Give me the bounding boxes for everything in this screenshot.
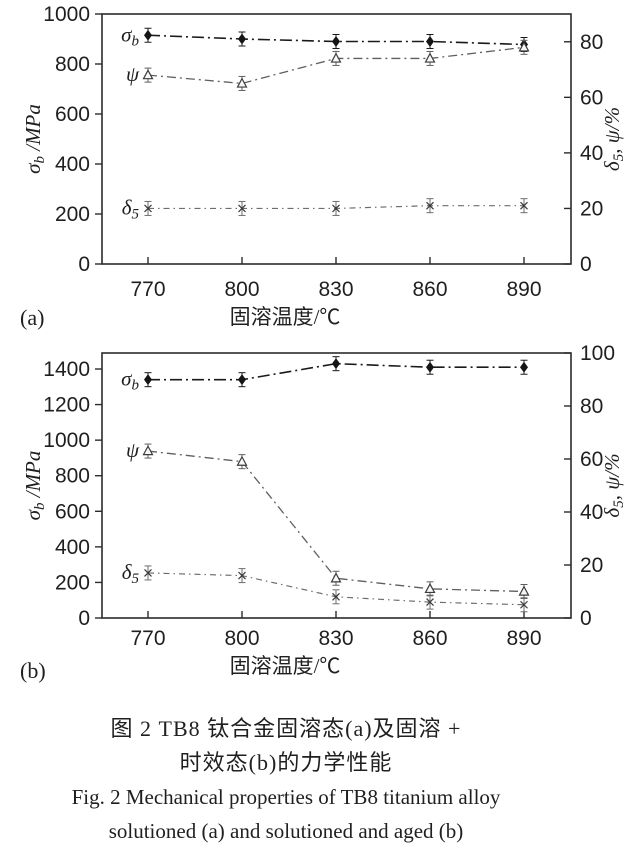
data-point (144, 29, 152, 41)
left-tick-label: 1200 (43, 394, 90, 417)
right-tick-label: 20 (580, 197, 603, 220)
data-point (426, 201, 434, 210)
right-tick-label: 40 (580, 501, 603, 524)
caption-english-line2: solutioned (a) and solutioned and aged (… (108, 819, 464, 843)
left-axis-title: σb /MPa (21, 451, 48, 521)
data-point (144, 204, 152, 213)
series-label-psi: ψ (126, 438, 140, 462)
right-tick-label: 80 (580, 395, 603, 418)
data-point (332, 36, 340, 47)
right-axis-title: δ5, ψ/% (600, 453, 627, 517)
series-sigma-b: σb (121, 22, 528, 52)
data-point (144, 374, 152, 386)
data-point (332, 204, 340, 213)
x-axis-title: 固溶温度/℃ (230, 305, 341, 329)
right-tick-label: 100 (580, 342, 615, 365)
data-point (332, 592, 340, 601)
data-point (238, 204, 246, 213)
x-tick-label: 830 (318, 278, 353, 301)
series-line (147, 34, 525, 46)
right-tick-label: 60 (580, 448, 603, 471)
left-tick-label: 600 (55, 103, 90, 126)
data-point (424, 582, 436, 594)
series-label-delta-5: δ5 (122, 195, 140, 222)
x-tick-label: 770 (130, 627, 165, 650)
series-line (147, 450, 525, 593)
series-delta-5: δ5 (122, 195, 528, 222)
left-axis-title: σb /MPa (21, 104, 48, 174)
left-tick-label: 1000 (43, 429, 90, 452)
series-label-sigma-b: σb (121, 22, 139, 49)
left-tick-label: 200 (55, 203, 90, 226)
right-tick-label: 20 (580, 554, 603, 577)
series-psi: ψ (126, 39, 530, 91)
right-tick-label: 80 (580, 31, 603, 54)
series-delta-5: δ5 (122, 560, 528, 613)
right-tick-label: 0 (580, 253, 592, 276)
data-point (518, 41, 530, 52)
right-axis-title: δ5, ψ/% (600, 107, 627, 171)
right-tick-label: 60 (580, 86, 603, 109)
data-point (236, 455, 248, 466)
left-tick-label: 800 (55, 53, 90, 76)
data-point (330, 572, 342, 583)
data-point (330, 52, 342, 63)
x-tick-label: 860 (412, 278, 447, 301)
left-tick-label: 0 (78, 607, 90, 630)
caption-english-line1: Fig. 2 Mechanical properties of TB8 tita… (71, 785, 501, 809)
series-psi: ψ (126, 438, 530, 599)
data-point (424, 52, 436, 63)
series-sigma-b: σb (121, 356, 528, 394)
left-tick-label: 600 (55, 500, 90, 523)
chart-panel-a: 0 200 400 600 800 1000 0 20 40 60 80 770 800 830 860 89… (20, 3, 627, 330)
chart-panel-b: 0 200 400 600 800 1000 1200 1400 0 20 40 60 80 100 770… (20, 342, 627, 683)
x-tick-label: 770 (130, 278, 165, 301)
data-point (520, 600, 528, 609)
panel-label-a: (a) (20, 305, 44, 330)
left-tick-label: 1000 (43, 3, 90, 26)
data-point (520, 201, 528, 210)
data-point (518, 585, 530, 596)
x-axis-title: 固溶温度/℃ (230, 654, 341, 678)
right-tick-label: 0 (580, 607, 592, 630)
data-point (238, 33, 246, 45)
right-tick-label: 40 (580, 142, 603, 165)
left-tick-label: 200 (55, 571, 90, 594)
data-point (142, 444, 154, 456)
series-line (148, 362, 524, 381)
left-tick-label: 800 (55, 465, 90, 488)
caption-chinese-line2: 时效态(b)的力学性能 (179, 750, 393, 775)
panel-label-b: (b) (20, 658, 46, 683)
data-point (426, 598, 434, 607)
data-point (238, 571, 246, 580)
data-point (426, 36, 434, 47)
x-tick-label: 860 (412, 627, 447, 650)
data-point (520, 361, 528, 373)
data-point (426, 361, 434, 373)
series-label-sigma-b: σb (121, 367, 139, 394)
x-tick-label: 890 (506, 278, 541, 301)
left-tick-label: 0 (78, 253, 90, 276)
left-tick-label: 400 (55, 536, 90, 559)
data-point (236, 77, 248, 88)
figure-caption: 图 2 TB8 钛合金固溶态(a)及固溶 + 时效态(b)的力学性能 Fig. … (0, 712, 572, 848)
data-point (238, 374, 246, 386)
data-point (142, 69, 154, 80)
left-tick-label: 400 (55, 153, 90, 176)
series-label-delta-5: δ5 (122, 560, 140, 587)
caption-chinese-line1: 图 2 TB8 钛合金固溶态(a)及固溶 + (110, 716, 462, 741)
x-tick-label: 800 (224, 627, 259, 650)
x-tick-label: 830 (318, 627, 353, 650)
x-tick-label: 890 (506, 627, 541, 650)
data-point (144, 569, 152, 577)
data-point (332, 358, 340, 370)
x-tick-label: 800 (224, 278, 259, 301)
left-tick-label: 1400 (43, 358, 90, 381)
series-label-psi: ψ (126, 62, 140, 86)
